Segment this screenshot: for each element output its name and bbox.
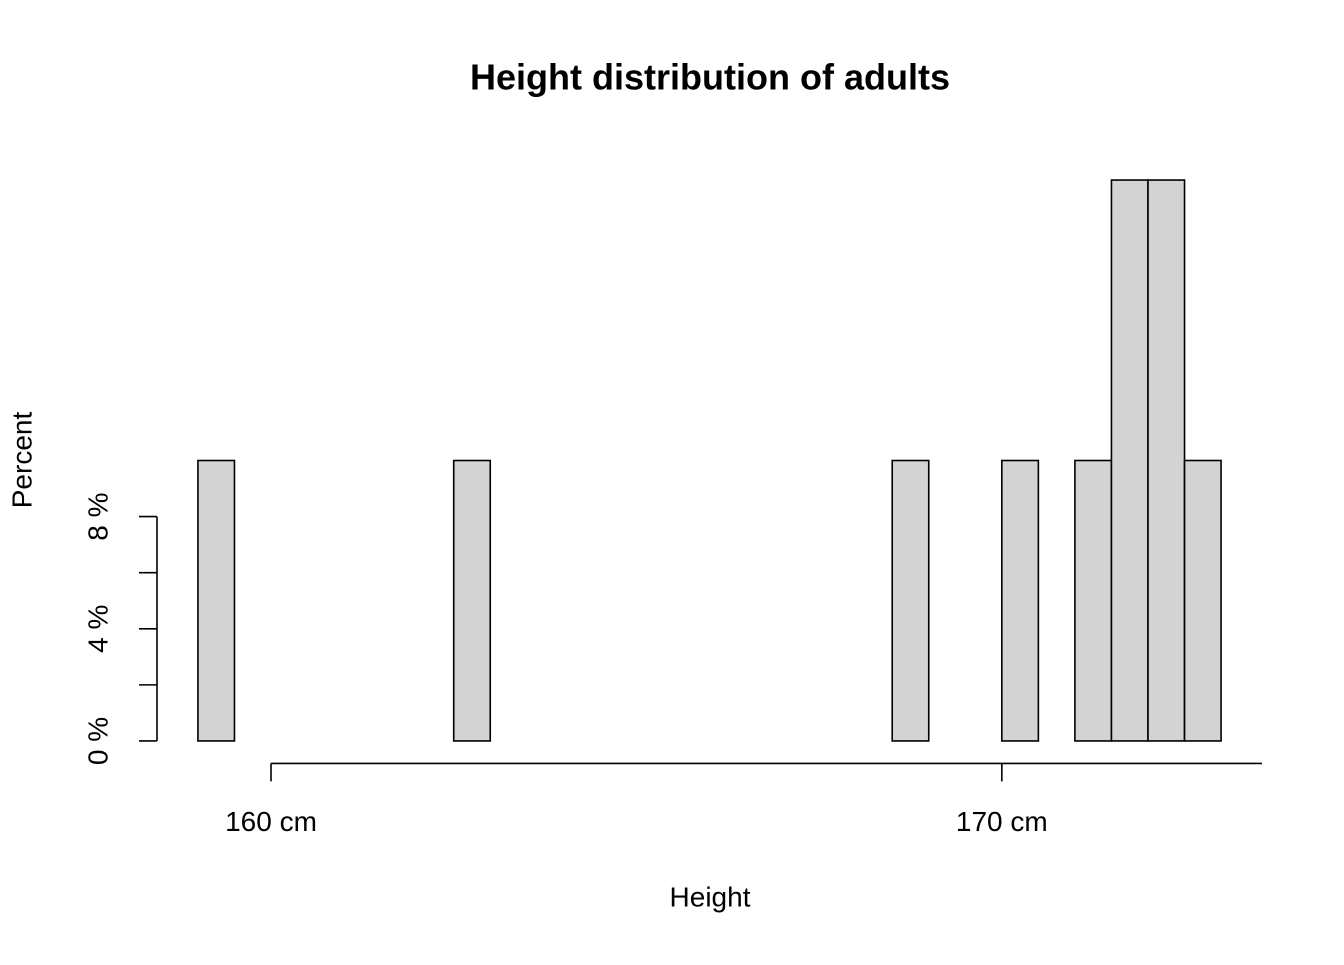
bar: [197, 459, 236, 742]
chart-title: Height distribution of adults: [470, 57, 950, 98]
bar: [1074, 459, 1113, 742]
y-tick-label: 4 %: [82, 605, 113, 653]
bar: [1183, 459, 1222, 742]
bar: [1147, 179, 1186, 742]
x-tick-label: 170 cm: [956, 806, 1048, 837]
y-tick-label: 0 %: [82, 717, 113, 765]
y-axis-title: Percent: [6, 412, 37, 509]
bar: [452, 459, 492, 742]
bar: [1001, 459, 1040, 742]
bar: [1110, 179, 1149, 742]
x-tick-label: 160 cm: [225, 806, 317, 837]
x-axis-title: Height: [670, 881, 751, 912]
bar: [891, 459, 930, 742]
y-tick-label: 8 %: [82, 492, 113, 540]
